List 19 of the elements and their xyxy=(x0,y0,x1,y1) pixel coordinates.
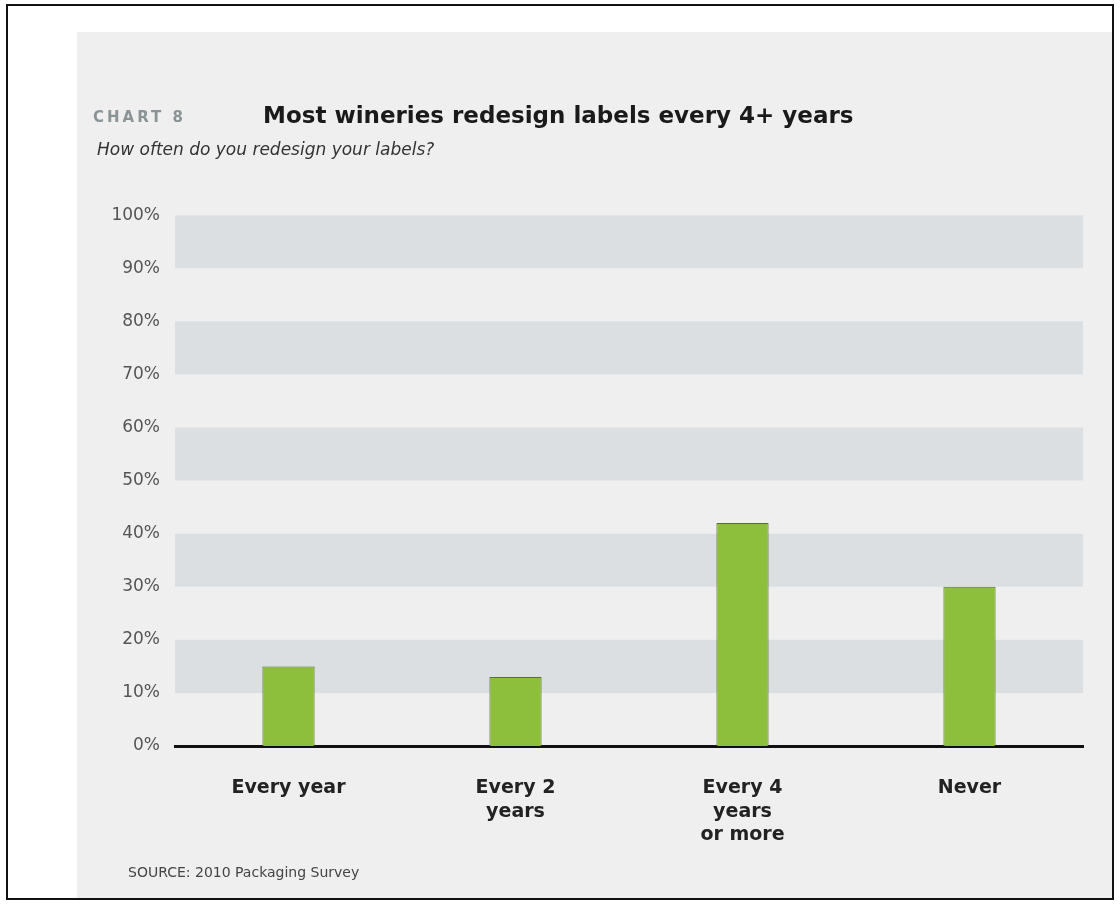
y-tick-label: 0% xyxy=(133,734,160,755)
caption: CHART 8 xyxy=(93,108,186,126)
chart-title: Most wineries redesign labels every 4+ years xyxy=(263,102,854,128)
x-tick-label: Every year xyxy=(231,774,347,797)
y-tick-label: 20% xyxy=(122,628,160,649)
y-tick-label: 80% xyxy=(122,309,160,330)
y-tick-label: 50% xyxy=(122,469,160,490)
y-tick-label: 100% xyxy=(111,203,160,224)
source-note: SOURCE: 2010 Packaging Survey xyxy=(128,864,360,880)
y-tick-label: 90% xyxy=(122,256,160,277)
y-tick-label: 10% xyxy=(122,681,160,702)
x-tick-label: Every 2 years xyxy=(475,774,556,821)
y-tick-label: 70% xyxy=(122,362,160,383)
x-tick-label: Never xyxy=(937,774,1002,797)
y-tick-label: 40% xyxy=(122,522,160,543)
chart-subtitle: How often do you redesign your labels? xyxy=(97,139,435,159)
y-tick-label: 60% xyxy=(122,415,160,436)
x-tick-label: Every 4 years or more xyxy=(700,774,785,845)
y-tick-label: 30% xyxy=(122,575,160,596)
